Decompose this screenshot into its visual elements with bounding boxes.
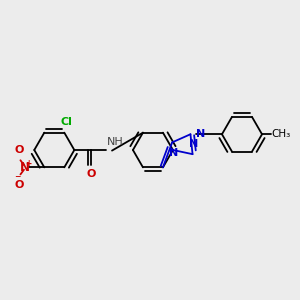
Text: NH: NH [107,137,124,147]
Text: N: N [20,161,30,174]
Text: N: N [196,129,206,139]
Text: N: N [189,139,198,149]
Text: N: N [169,148,178,158]
Text: +: + [26,159,32,168]
Text: O: O [87,169,96,179]
Text: CH₃: CH₃ [272,129,291,139]
Text: −: − [14,172,20,181]
Text: Cl: Cl [61,117,73,127]
Text: O: O [15,145,24,155]
Text: O: O [15,180,24,190]
